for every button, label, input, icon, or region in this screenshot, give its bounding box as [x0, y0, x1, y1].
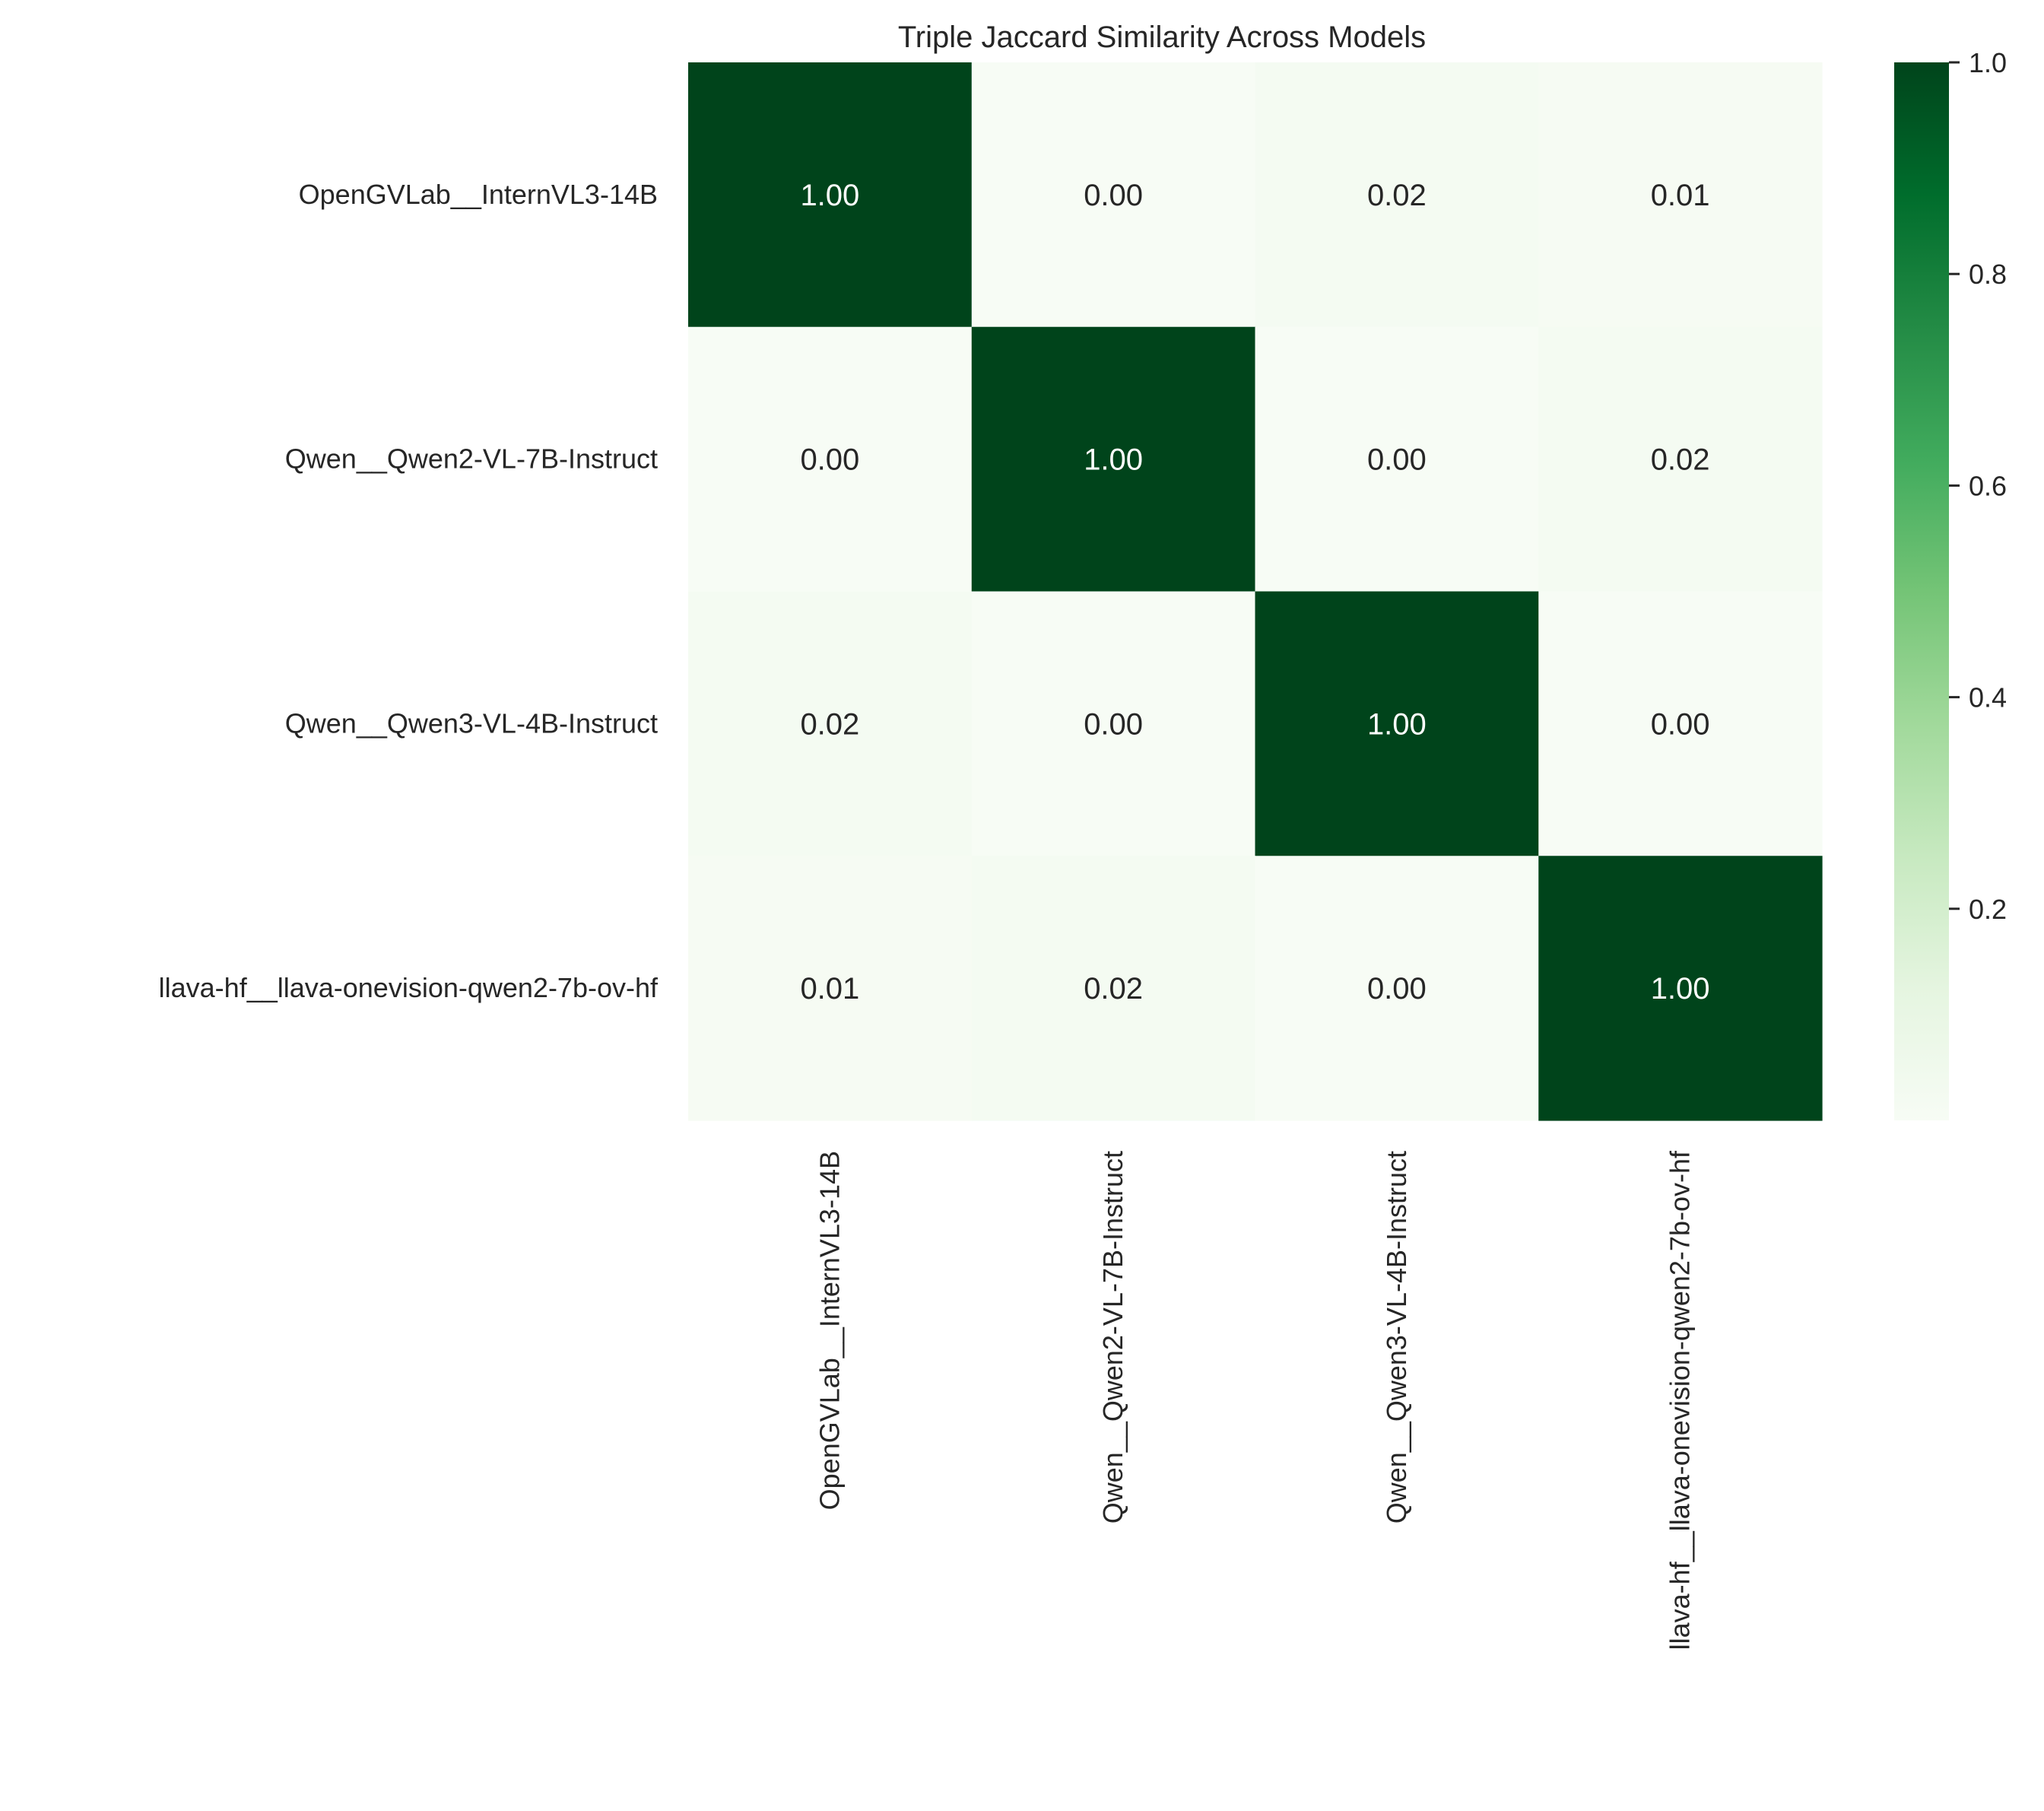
column-label: Qwen__Qwen2-VL-7B-Instruct [1097, 1151, 1128, 1523]
heatmap-cell [971, 856, 1256, 1121]
row-labels: OpenGVLab__InternVL3-14B Qwen__Qwen2-VL-7… [159, 179, 659, 1003]
cell-annotation: 0.00 [1367, 972, 1427, 1006]
row-label: OpenGVLab__InternVL3-14B [299, 179, 658, 210]
colorbar-tick-label: 0.8 [1969, 259, 2007, 290]
heatmap-cell [688, 591, 973, 856]
heatmap-cell [1538, 62, 1823, 328]
heatmap-cell [1538, 326, 1823, 593]
cell-annotation: 0.00 [1084, 179, 1143, 212]
cell-annotation: 0.00 [1367, 443, 1427, 477]
cell-annotation: 1.00 [1651, 972, 1710, 1006]
heatmap-cell [1255, 326, 1539, 593]
heatmap-cell [688, 856, 973, 1121]
column-label: llava-hf__llava-onevision-qwen2-7b-ov-hf [1665, 1150, 1696, 1650]
column-label: Qwen__Qwen3-VL-4B-Instruct [1381, 1151, 1412, 1523]
row-label: Qwen__Qwen3-VL-4B-Instruct [285, 707, 658, 739]
cell-annotation: 0.00 [1651, 707, 1710, 741]
column-labels: OpenGVLab__InternVL3-14B Qwen__Qwen2-VL-7… [814, 1150, 1695, 1650]
cell-annotations: 1.00 0.00 0.02 0.01 0.00 1.00 0.00 0.02 0.02 0.00… [800, 179, 1709, 1006]
colorbar-tick-label: 0.2 [1969, 894, 2007, 925]
cell-annotation: 0.00 [1084, 707, 1143, 741]
cell-annotation: 0.00 [800, 443, 859, 477]
colorbar-tick-label: 0.6 [1969, 470, 2007, 501]
heatmap-cell [1538, 856, 1823, 1121]
colorbar-tick-label: 1.0 [1969, 47, 2007, 78]
heatmap-cell [688, 62, 973, 328]
heatmap-cell [971, 62, 1256, 328]
heatmap-cells [688, 62, 1823, 1121]
cell-annotation: 0.02 [1651, 443, 1710, 477]
cell-annotation: 1.00 [1367, 707, 1427, 741]
colorbar-ticks: 0.2 0.4 0.6 0.8 1.0 [1949, 47, 2007, 925]
cell-annotation: 0.02 [1367, 179, 1427, 212]
column-label: OpenGVLab__InternVL3-14B [814, 1151, 845, 1510]
heatmap-cell [1255, 591, 1539, 856]
heatmap-cell [971, 591, 1256, 856]
heatmap-cell [971, 326, 1256, 593]
colorbar [1894, 62, 1949, 1120]
heatmap-cell [1255, 62, 1539, 328]
heatmap-cell [688, 326, 973, 593]
cell-annotation: 0.01 [800, 972, 859, 1006]
heatmap-cell [1538, 591, 1823, 856]
cell-annotation: 1.00 [1084, 443, 1143, 477]
chart-title: Triple Jaccard Similarity Across Models [898, 21, 1426, 54]
cell-annotation: 0.01 [1651, 179, 1710, 212]
row-label: llava-hf__llava-onevision-qwen2-7b-ov-hf [159, 972, 659, 1003]
cell-annotation: 0.02 [1084, 972, 1143, 1006]
cell-annotation: 0.02 [800, 707, 859, 741]
colorbar-tick-label: 0.4 [1969, 682, 2007, 713]
heatmap-cell [1255, 856, 1539, 1121]
row-label: Qwen__Qwen2-VL-7B-Instruct [285, 443, 658, 475]
cell-annotation: 1.00 [800, 179, 859, 212]
